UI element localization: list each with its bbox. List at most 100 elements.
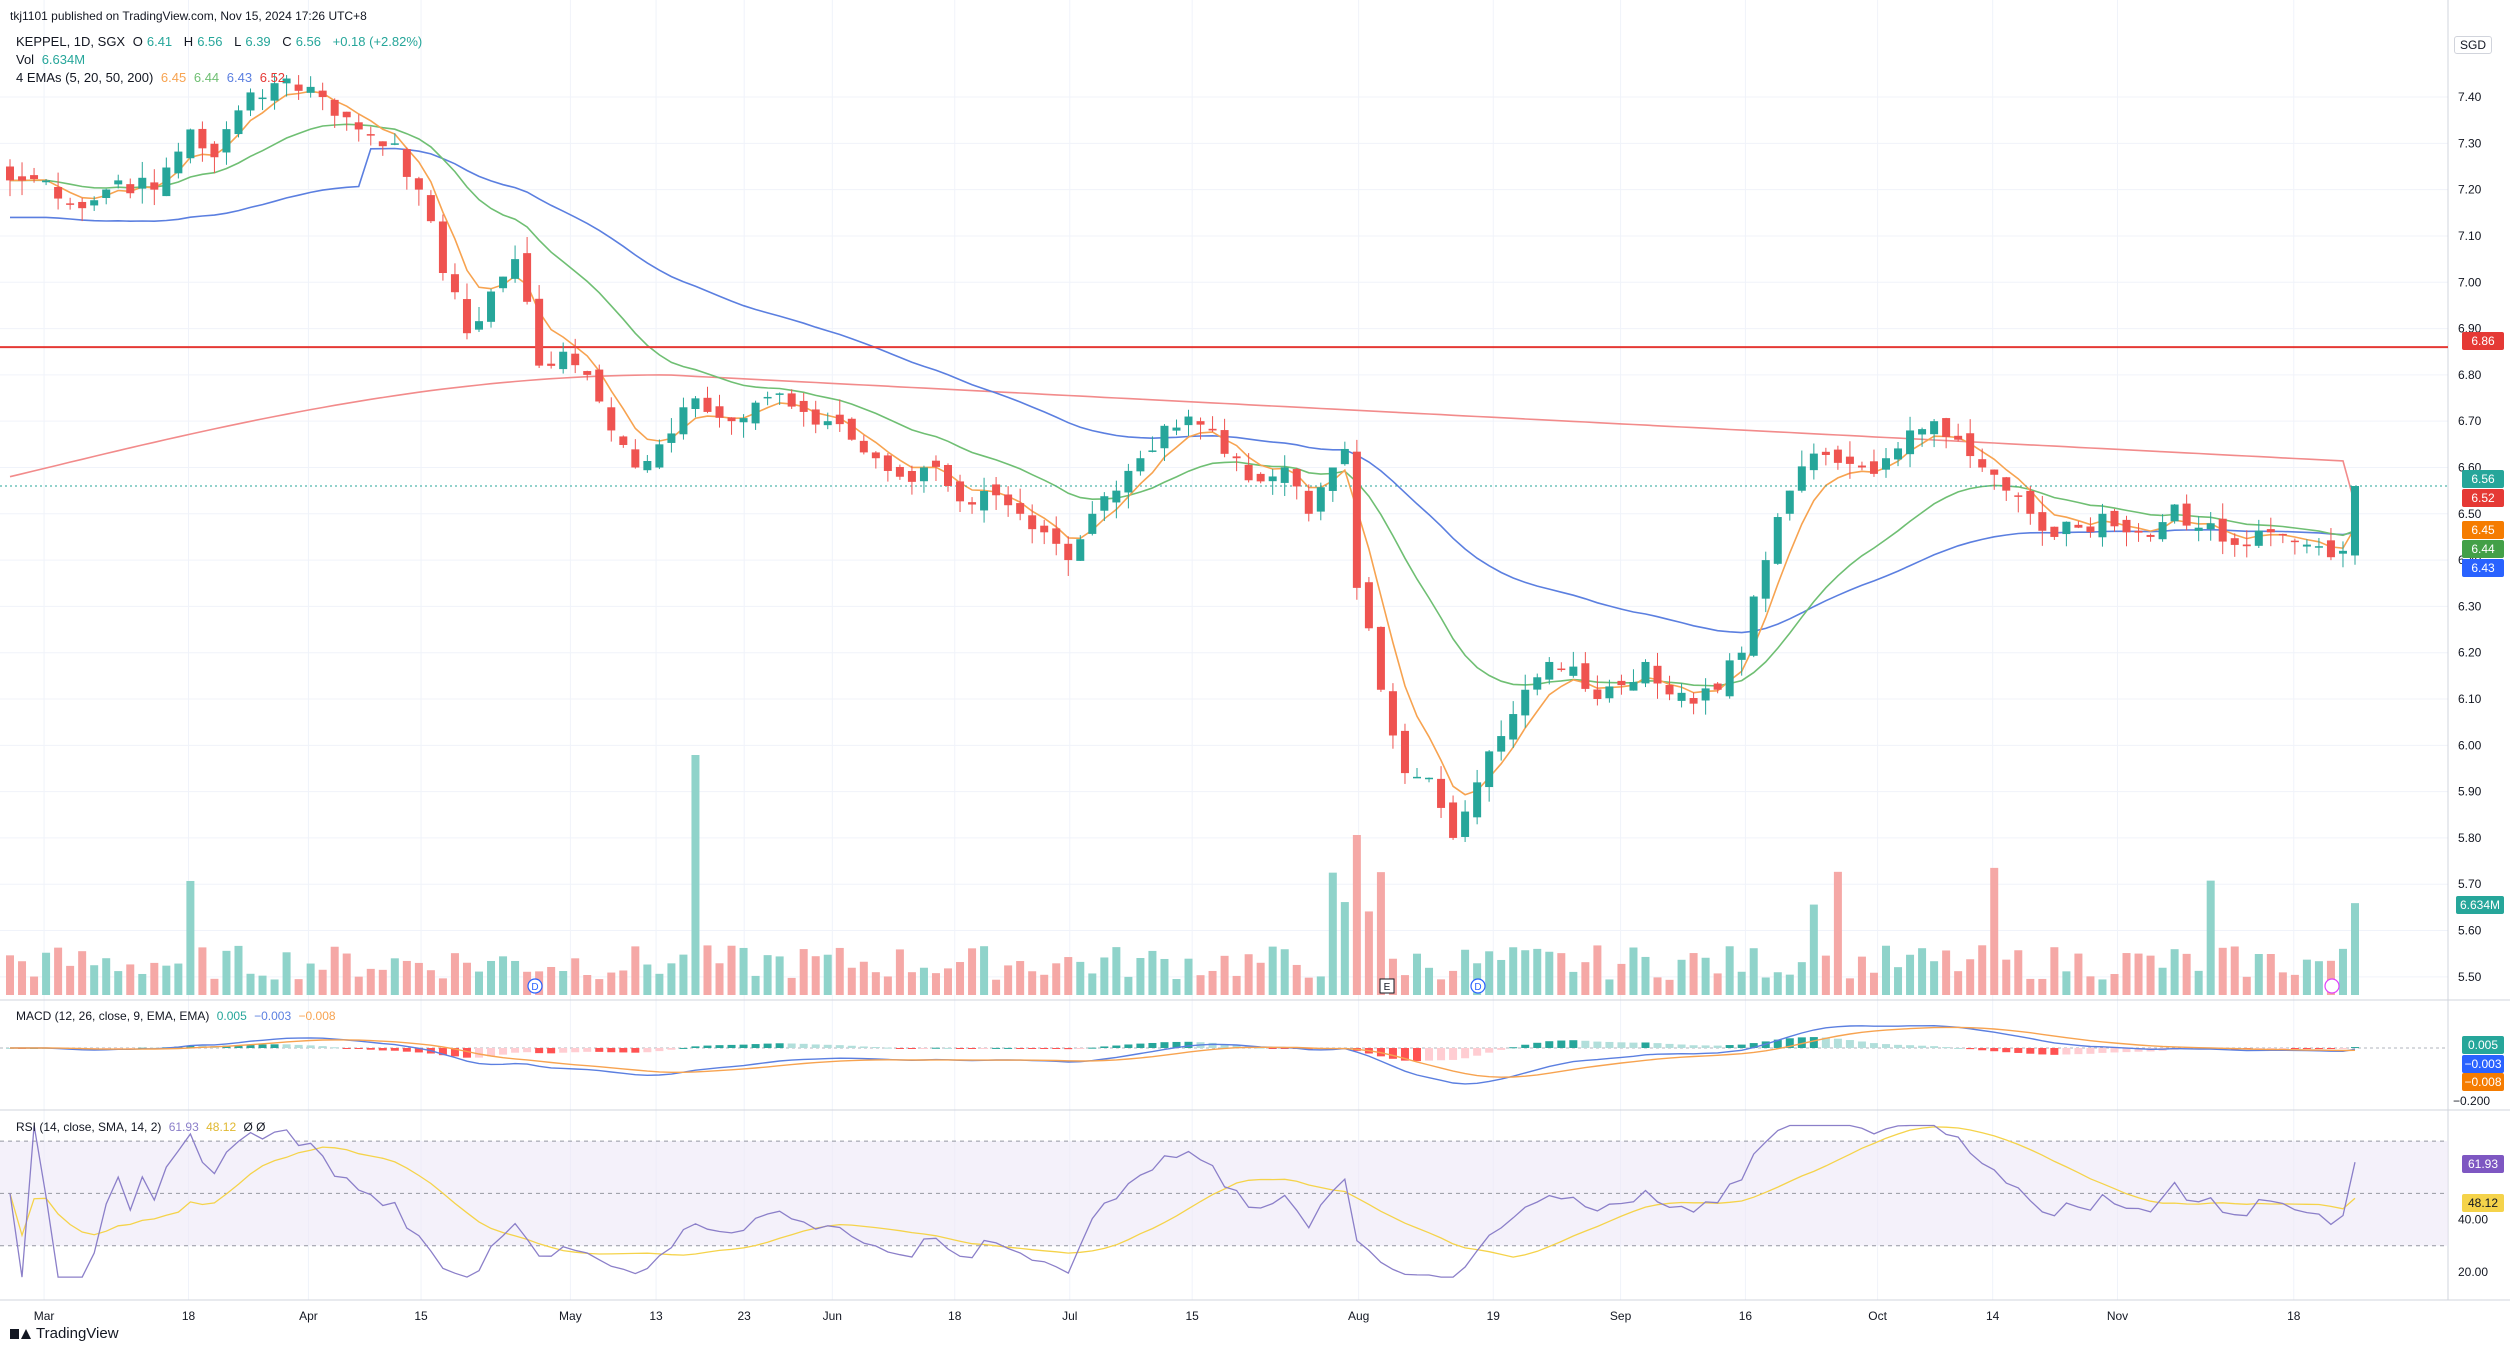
tradingview-brand[interactable]: TradingView — [10, 1325, 119, 1342]
dividend-marker — [1470, 978, 1486, 994]
rsi-tick: 20.00 — [2458, 1265, 2488, 1279]
rsi-sma-line — [9, 1126, 2356, 1258]
macd-hist-bar — [1304, 1048, 1313, 1050]
candle — [1593, 675, 1602, 706]
marker-E[interactable]: E — [1379, 978, 1395, 994]
time-tick: 13 — [649, 1309, 663, 1323]
volume-bar — [1629, 947, 1638, 995]
price-tick: 5.60 — [2458, 924, 2482, 938]
candle-body — [763, 396, 772, 399]
candle — [462, 283, 471, 340]
candle — [2146, 533, 2155, 542]
candle-body — [2050, 526, 2059, 537]
candle — [2134, 523, 2143, 542]
time-axis[interactable]: Mar 18 Apr 15 May 13 23 Jun 18 Jul 15 Aug 19 Sep 16 Oct… — [34, 1309, 2301, 1323]
macd-hist-bar — [956, 1048, 965, 1049]
candle — [2326, 528, 2335, 561]
marker-D[interactable]: D — [1470, 978, 1486, 994]
macd-hist-bar — [691, 1046, 700, 1048]
macd-hist-bar — [1076, 1048, 1085, 1049]
candle-body — [462, 299, 471, 334]
candle-body — [1821, 451, 1830, 455]
publisher-line: tkj1101 published on TradingView.com, No… — [10, 8, 371, 24]
candle — [1028, 504, 1037, 544]
candle-body — [390, 143, 399, 145]
horizontal-line[interactable] — [0, 346, 2448, 487]
candle — [2302, 539, 2311, 554]
candle — [1725, 653, 1734, 699]
volume-bar — [1569, 971, 1578, 995]
macd-hist-bar — [944, 1047, 952, 1049]
candle — [1809, 443, 1818, 480]
macd-hist-bar — [1052, 1048, 1061, 1049]
ema50-tag: 6.43 — [2462, 559, 2504, 577]
candle-body — [66, 203, 75, 205]
currency-badge[interactable]: SGD — [2453, 36, 2492, 54]
macd-hist-bar — [378, 1048, 387, 1051]
signal-line — [10, 1026, 2356, 1078]
symbol-label[interactable]: KEPPEL, 1D, SGX — [16, 34, 126, 49]
candle — [787, 389, 796, 409]
candle — [523, 237, 532, 305]
macd-hist-bar — [1749, 1043, 1758, 1048]
candle-body — [1352, 451, 1361, 588]
volume-bar — [2326, 960, 2335, 995]
macd-hist-bar — [1473, 1048, 1482, 1056]
price-tick: 7.30 — [2458, 136, 2482, 150]
candle-body — [342, 111, 351, 118]
candle-body — [1930, 421, 1939, 435]
rsi-tick: 40.00 — [2458, 1213, 2488, 1227]
time-tick: Oct — [1868, 1309, 1887, 1323]
volume-bar — [1124, 976, 1133, 995]
macd-hist-bar — [1857, 1041, 1866, 1048]
macd-hist-bar — [342, 1048, 351, 1049]
candle — [1160, 424, 1169, 461]
macd-hist-bar — [1449, 1048, 1458, 1060]
macd-hist-bar — [270, 1044, 279, 1048]
volume-bar — [1930, 961, 1939, 995]
candle — [1485, 750, 1494, 802]
candle — [378, 141, 387, 156]
candle-body — [1388, 691, 1397, 736]
macd-hist-bar — [318, 1046, 327, 1048]
macd-hist-bar — [2110, 1048, 2119, 1053]
time-tick: May — [559, 1309, 582, 1323]
volume-bar — [1400, 975, 1409, 995]
macd-hist-bar — [1581, 1040, 1590, 1048]
volume-bar — [727, 945, 736, 995]
marker-D[interactable]: D — [527, 978, 543, 994]
volume-bar — [1184, 958, 1193, 995]
volume-bar — [2158, 967, 2167, 995]
volume-bar — [114, 971, 123, 995]
volume-bar — [1280, 949, 1289, 995]
macd-legend[interactable]: MACD (12, 26, close, 9, EMA, EMA) 0.005 … — [16, 1008, 340, 1024]
ema200-value: 6.52 — [259, 70, 286, 85]
price-axis[interactable]: 7.407.307.207.107.006.906.806.706.606.50… — [2453, 90, 2490, 1279]
candle — [1136, 450, 1145, 476]
candle-body — [631, 449, 640, 468]
macd-hist-bar — [1785, 1038, 1794, 1048]
brand-text: TradingView — [36, 1325, 119, 1342]
macd-hist-bar — [402, 1048, 411, 1052]
volume-bar — [1509, 947, 1518, 995]
volume-bar — [402, 960, 411, 995]
volume-bar — [1028, 971, 1037, 995]
candle-body — [1016, 503, 1025, 514]
candle — [2290, 538, 2299, 555]
volume-bar — [1906, 954, 1915, 995]
volume-bar — [150, 962, 159, 995]
dividend-marker — [527, 978, 543, 994]
rsi-legend[interactable]: RSI (14, close, SMA, 14, 2) 61.93 48.12 … — [16, 1119, 270, 1135]
volume-bar — [1064, 957, 1073, 995]
volume-legend[interactable]: Vol 6.634M — [16, 52, 89, 68]
candle-body — [1196, 421, 1205, 425]
ema-legend[interactable]: 4 EMAs (5, 20, 50, 200) 6.45 6.44 6.43 6… — [16, 70, 289, 86]
candle — [1954, 423, 1963, 442]
candle — [1701, 678, 1710, 715]
volume-bar — [2182, 953, 2191, 995]
tradingview-logo-icon — [10, 1327, 31, 1341]
candle — [968, 497, 977, 514]
volume-bar — [1785, 974, 1794, 995]
